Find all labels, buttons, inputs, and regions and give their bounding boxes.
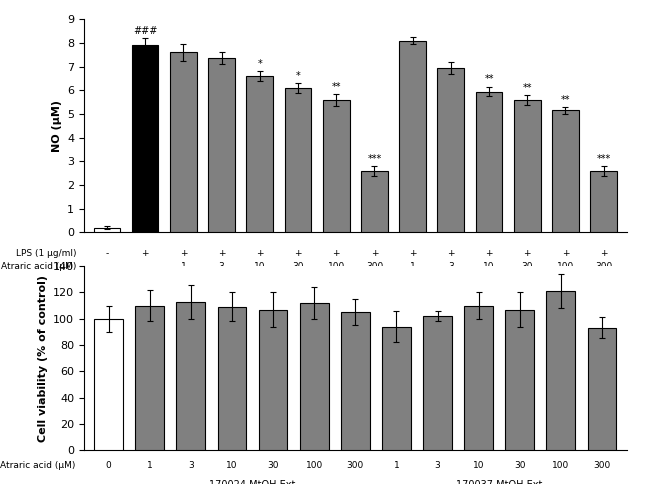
Text: +: +	[141, 249, 149, 258]
Y-axis label: Cell viability (% of control): Cell viability (% of control)	[37, 274, 48, 442]
Text: +: +	[562, 249, 569, 258]
Text: 170037 MtOH Ext: 170037 MtOH Ext	[456, 480, 543, 484]
Text: 1: 1	[393, 461, 399, 470]
Text: 300: 300	[593, 461, 610, 470]
Bar	[258, 310, 287, 450]
Text: LPS (1 µg/ml): LPS (1 µg/ml)	[16, 249, 76, 258]
Bar	[246, 76, 273, 232]
Text: 10: 10	[473, 461, 484, 470]
Bar	[423, 316, 452, 450]
Text: +: +	[256, 249, 264, 258]
Text: 300: 300	[595, 262, 612, 271]
Text: 0: 0	[106, 461, 112, 470]
Bar	[464, 305, 493, 450]
Text: 100: 100	[552, 461, 570, 470]
Bar	[505, 310, 534, 450]
Text: +: +	[485, 249, 493, 258]
Bar	[132, 45, 158, 232]
Text: **: **	[484, 75, 494, 84]
Text: 30: 30	[521, 262, 533, 271]
Text: 3: 3	[219, 262, 224, 271]
Bar	[437, 68, 464, 232]
Text: 10: 10	[254, 262, 266, 271]
Bar	[588, 328, 616, 450]
Text: *: *	[296, 71, 300, 81]
Bar	[323, 100, 349, 232]
Text: **: **	[331, 81, 341, 91]
Text: Atraric acid (µM): Atraric acid (µM)	[1, 461, 76, 470]
Text: 100: 100	[328, 262, 345, 271]
Text: 10: 10	[483, 262, 495, 271]
Text: 1: 1	[410, 262, 415, 271]
Text: 300: 300	[347, 461, 364, 470]
Text: Atraric acid (µM): Atraric acid (µM)	[1, 262, 76, 271]
Text: 10: 10	[226, 461, 238, 470]
Bar	[94, 319, 123, 450]
Bar	[552, 110, 579, 232]
Text: +: +	[180, 249, 187, 258]
Bar	[399, 41, 426, 232]
Text: *: *	[257, 59, 262, 69]
Text: 170024 MtOH Ext: 170024 MtOH Ext	[236, 289, 322, 299]
Text: 100: 100	[306, 461, 323, 470]
Text: +: +	[294, 249, 302, 258]
Text: +: +	[333, 249, 340, 258]
Text: 170024 MtOH Ext: 170024 MtOH Ext	[209, 480, 296, 484]
Bar	[285, 88, 311, 232]
Text: +: +	[218, 249, 225, 258]
Text: 3: 3	[435, 461, 441, 470]
Text: 30: 30	[514, 461, 525, 470]
Text: -: -	[105, 262, 109, 271]
Bar	[361, 171, 388, 232]
Text: -: -	[143, 262, 147, 271]
Text: 1: 1	[147, 461, 152, 470]
Bar	[94, 227, 120, 232]
Text: ###: ###	[133, 26, 158, 36]
Text: 1: 1	[180, 262, 186, 271]
Bar	[341, 312, 370, 450]
Text: +: +	[600, 249, 607, 258]
Text: 300: 300	[366, 262, 383, 271]
Text: +: +	[409, 249, 417, 258]
Text: 3: 3	[188, 461, 194, 470]
Text: +: +	[447, 249, 455, 258]
Text: 170037 MtOH Ext: 170037 MtOH Ext	[465, 289, 551, 299]
Y-axis label: NO (μM): NO (μM)	[52, 100, 61, 152]
Bar	[514, 100, 541, 232]
Bar	[547, 291, 575, 450]
Text: ***: ***	[368, 154, 382, 164]
Bar	[208, 59, 235, 232]
Bar	[136, 305, 164, 450]
Bar	[170, 52, 197, 232]
Bar	[590, 171, 617, 232]
Text: 100: 100	[557, 262, 574, 271]
Text: +: +	[523, 249, 531, 258]
Bar	[218, 307, 246, 450]
Text: **: **	[561, 94, 570, 105]
Text: 30: 30	[267, 461, 279, 470]
Bar	[300, 303, 329, 450]
Bar	[475, 91, 503, 232]
Text: 3: 3	[448, 262, 453, 271]
Text: -: -	[105, 249, 109, 258]
Text: +: +	[371, 249, 378, 258]
Text: **: **	[523, 83, 532, 93]
Text: ***: ***	[596, 154, 611, 164]
Bar	[382, 327, 411, 450]
Text: 30: 30	[292, 262, 304, 271]
Bar	[176, 302, 205, 450]
